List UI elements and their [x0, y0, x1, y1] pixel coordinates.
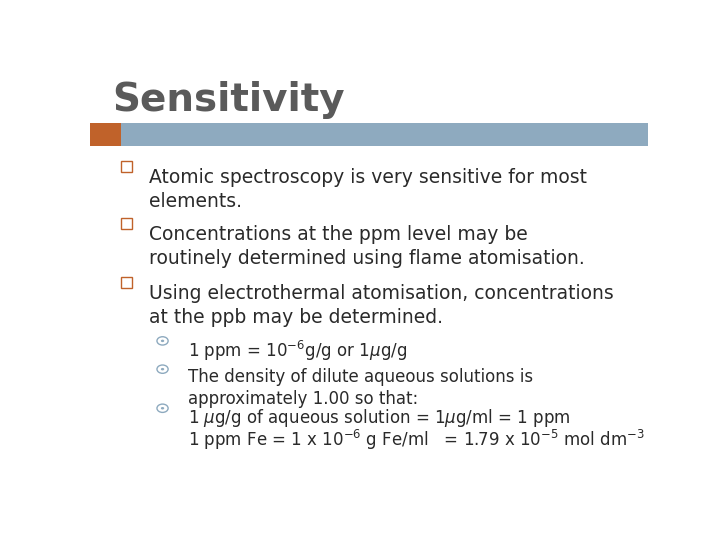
Bar — [121, 277, 132, 288]
Text: Atomic spectroscopy is very sensitive for most
elements.: Atomic spectroscopy is very sensitive fo… — [148, 167, 587, 211]
Text: 1 ppm Fe = 1 x 10$^{-6}$ g Fe/ml   = 1.79 x 10$^{-5}$ mol dm$^{-3}$: 1 ppm Fe = 1 x 10$^{-6}$ g Fe/ml = 1.79 … — [188, 428, 644, 453]
Text: 1 ppm = 10$^{-6}$g/g or 1$\mu$g/g: 1 ppm = 10$^{-6}$g/g or 1$\mu$g/g — [188, 339, 407, 363]
Text: Sensitivity: Sensitivity — [112, 82, 345, 119]
Text: Using electrothermal atomisation, concentrations
at the ppb may be determined.: Using electrothermal atomisation, concen… — [148, 284, 613, 327]
Text: The density of dilute aqueous solutions is
approximately 1.00 so that:: The density of dilute aqueous solutions … — [188, 368, 533, 408]
Bar — [121, 218, 132, 229]
Circle shape — [161, 407, 164, 409]
Bar — [90, 123, 648, 146]
Bar — [121, 160, 132, 172]
Text: Concentrations at the ppm level may be
routinely determined using flame atomisat: Concentrations at the ppm level may be r… — [148, 225, 585, 268]
Circle shape — [161, 340, 164, 342]
Circle shape — [161, 368, 164, 370]
Text: 1 $\mu$g/g of aqueous solution = 1$\mu$g/ml = 1 ppm: 1 $\mu$g/g of aqueous solution = 1$\mu$g… — [188, 407, 570, 429]
Bar — [90, 123, 121, 146]
